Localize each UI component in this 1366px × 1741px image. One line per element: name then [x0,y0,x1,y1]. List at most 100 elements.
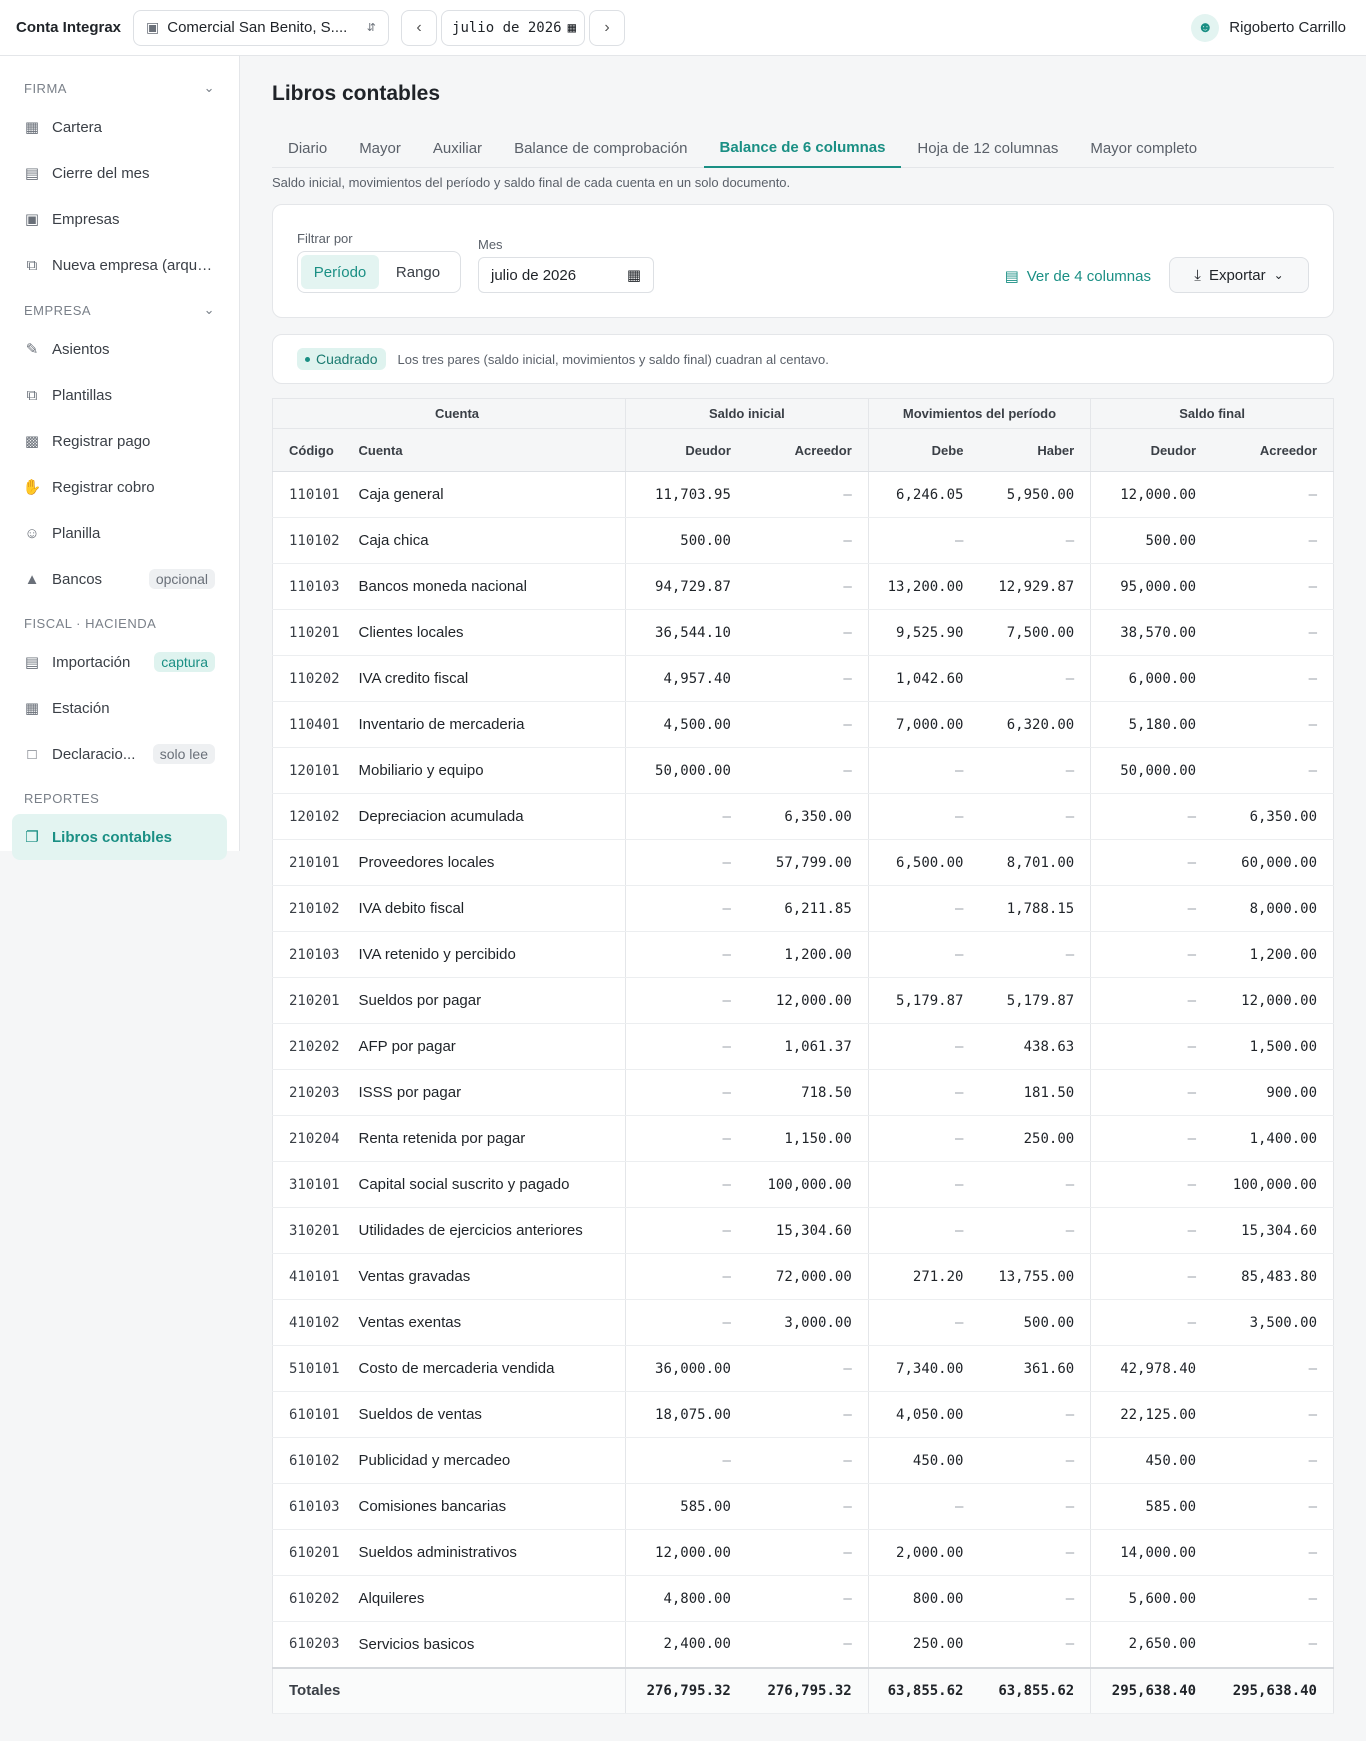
totals-label: Totales [272,1666,626,1714]
cell-sf-acreedor: — [1212,1575,1334,1622]
cell-sf-deudor: — [1090,931,1213,978]
cell-si-deudor: 94,729.87 [624,563,747,610]
table-row[interactable]: 310201 Utilidades de ejercicios anteriore… [272,1207,1334,1254]
cell-sf-acreedor: 15,304.60 [1212,1207,1334,1254]
cell-sf-deudor: — [1090,1161,1213,1208]
table-row[interactable]: 210103 IVA retenido y percibido —1,200.00—… [272,931,1334,978]
table-row[interactable]: 610103 Comisiones bancarias 585.00— — —585.0… [272,1483,1334,1530]
cell-cuenta: Caja general [358,471,626,518]
sidebar-item-importacion[interactable]: ▤ Importación captura [12,639,227,685]
table-row[interactable]: 210203 ISSS por pagar —718.50—181.50—900.0… [272,1069,1334,1116]
table-row[interactable]: 110102 Caja chica 500.00— — —500.00— [272,517,1334,564]
table-row[interactable]: 610203 Servicios basicos 2,400.00—250.00—2… [272,1621,1334,1668]
cell-sf-deudor: 585.00 [1090,1483,1213,1530]
sidebar-item-libros-contables[interactable]: ❐ Libros contables [12,814,227,860]
tab-balance-comprobacion[interactable]: Balance de comprobación [514,139,688,157]
table-row[interactable]: 110201 Clientes locales 36,544.10—9,525.90… [272,609,1334,656]
sidebar-item-plantillas[interactable]: ⧉ Plantillas [12,372,227,418]
cell-cuenta: IVA credito fiscal [358,655,626,702]
sidebar-item-estacion[interactable]: ▦ Estación [12,685,227,731]
section-empresa[interactable]: EMPRESA ⌄ [12,294,227,326]
periodo-option[interactable]: Período [301,255,379,289]
sidebar-item-cierre[interactable]: ▤ Cierre del mes [12,150,227,196]
cell-sf-deudor: 2,650.00 [1090,1621,1213,1668]
optional-badge: opcional [148,569,215,589]
next-month-button[interactable]: › [589,9,626,46]
table-row[interactable]: 610101 Sueldos de ventas 18,075.00—4,050.0… [272,1391,1334,1438]
ver-4-columnas-link[interactable]: ▤ Ver de 4 columnas [1005,267,1151,286]
table-row[interactable]: 110101 Caja general 11,703.95—6,246.05 5,95… [272,471,1334,518]
table-row[interactable]: 410102 Ventas exentas —3,000.00—500.00—3,5… [272,1299,1334,1346]
cell-haber: — [979,1207,1091,1254]
mes-input[interactable]: julio de 2026 ▦ [478,257,654,293]
table-row[interactable]: 120102 Depreciacion acumulada —6,350.00— — —… [272,793,1334,840]
tab-hoja-12-columnas[interactable]: Hoja de 12 columnas [917,139,1059,157]
section-firma[interactable]: FIRMA ⌄ [12,72,227,104]
cell-si-acreedor: 6,211.85 [746,885,869,932]
sidebar-item-empresas[interactable]: ▣ Empresas [12,196,227,242]
export-button[interactable]: ⤓ Exportar ⌄ [1169,257,1309,293]
table-row[interactable]: 610202 Alquileres 4,800.00—800.00—5,600.00… [272,1575,1334,1622]
total-haber: 63,855.62 [979,1666,1091,1714]
cell-si-acreedor: 1,150.00 [746,1115,869,1162]
cell-codigo: 610103 [272,1483,359,1530]
cell-sf-acreedor: — [1212,471,1334,518]
table-row[interactable]: 110103 Bancos moneda nacional 94,729.87—13… [272,563,1334,610]
cell-si-acreedor: 12,000.00 [746,977,869,1024]
cell-debe: — [867,1207,980,1254]
cell-sf-deudor: — [1090,1023,1213,1070]
cell-si-deudor: — [624,839,747,886]
tab-balance-6-columnas[interactable]: Balance de 6 columnas [703,128,902,168]
cell-debe: 4,050.00 [867,1391,980,1438]
sidebar-item-registrar-cobro[interactable]: ✋ Registrar cobro [12,464,227,510]
filter-label: Filtrar por [297,231,353,246]
table-row[interactable]: 610102 Publicidad y mercadeo — —450.00—450.… [272,1437,1334,1484]
cell-haber: — [979,1575,1091,1622]
tab-mayor-completo[interactable]: Mayor completo [1090,139,1198,157]
cell-codigo: 110103 [272,563,359,610]
cell-si-acreedor: — [746,1391,869,1438]
sidebar-item-registrar-pago[interactable]: ▩ Registrar pago [12,418,227,464]
sidebar-item-bancos[interactable]: ▲ Bancos opcional [12,556,227,602]
cell-codigo: 610102 [272,1437,359,1484]
table-row[interactable]: 210201 Sueldos por pagar —12,000.00 5,179.8… [272,977,1334,1024]
sidebar-item-cartera[interactable]: ▦ Cartera [12,104,227,150]
cell-debe: — [867,1299,980,1346]
cell-sf-acreedor: — [1212,1437,1334,1484]
table-row[interactable]: 210204 Renta retenida por pagar —1,150.00—… [272,1115,1334,1162]
tab-mayor[interactable]: Mayor [359,139,401,157]
cell-debe: 271.20 [867,1253,980,1300]
table-row[interactable]: 310101 Capital social suscrito y pagado —1… [272,1161,1334,1208]
user-menu[interactable]: ☻ Rigoberto Carrillo [1191,13,1346,42]
sidebar-item-declaraciones[interactable]: □ Declaracio... solo lee [12,731,227,777]
sidebar-item-label: Cartera [52,118,103,136]
section-title: EMPRESA [24,302,92,318]
table-row[interactable]: 210101 Proveedores locales —57,799.00 6,500… [272,839,1334,886]
table-row[interactable]: 110202 IVA credito fiscal 4,957.40—1,042.6… [272,655,1334,702]
cell-haber: 8,701.00 [979,839,1091,886]
table-row[interactable]: 610201 Sueldos administrativos 12,000.00—2… [272,1529,1334,1576]
rango-option[interactable]: Rango [395,263,441,281]
tab-diario[interactable]: Diario [288,139,328,157]
table-row[interactable]: 110401 Inventario de mercaderia 4,500.00—7… [272,701,1334,748]
table-row[interactable]: 510101 Costo de mercaderia vendida 36,000.… [272,1345,1334,1392]
table-row[interactable]: 210102 IVA debito fiscal —6,211.85—1,788.1… [272,885,1334,932]
sidebar-item-asientos[interactable]: ✎ Asientos [12,326,227,372]
prev-month-button[interactable]: ‹ [401,9,438,46]
cell-sf-acreedor: — [1212,609,1334,656]
cell-codigo: 210101 [272,839,359,886]
cell-si-deudor: 2,400.00 [624,1621,747,1668]
sidebar-item-planilla[interactable]: ☺ Planilla [12,510,227,556]
table-row[interactable]: 120101 Mobiliario y equipo 50,000.00— — —50,… [272,747,1334,794]
cell-si-acreedor: 100,000.00 [746,1161,869,1208]
month-picker[interactable]: julio de 2026 ▦ [441,9,586,46]
cell-debe: — [867,1161,980,1208]
table-row[interactable]: 210202 AFP por pagar —1,061.37—438.63—1,50… [272,1023,1334,1070]
sidebar-item-nueva-empresa[interactable]: ⧉ Nueva empresa (arque... [12,242,227,288]
tab-auxiliar[interactable]: Auxiliar [432,139,483,157]
company-selector[interactable]: ▣ Comercial San Benito, S.... ⇵ [133,9,390,46]
cell-codigo: 110202 [272,655,359,702]
col-cuenta: Cuenta [358,428,626,472]
table-row[interactable]: 410101 Ventas gravadas —72,000.00 271.20 13,… [272,1253,1334,1300]
cell-cuenta: AFP por pagar [358,1023,626,1070]
